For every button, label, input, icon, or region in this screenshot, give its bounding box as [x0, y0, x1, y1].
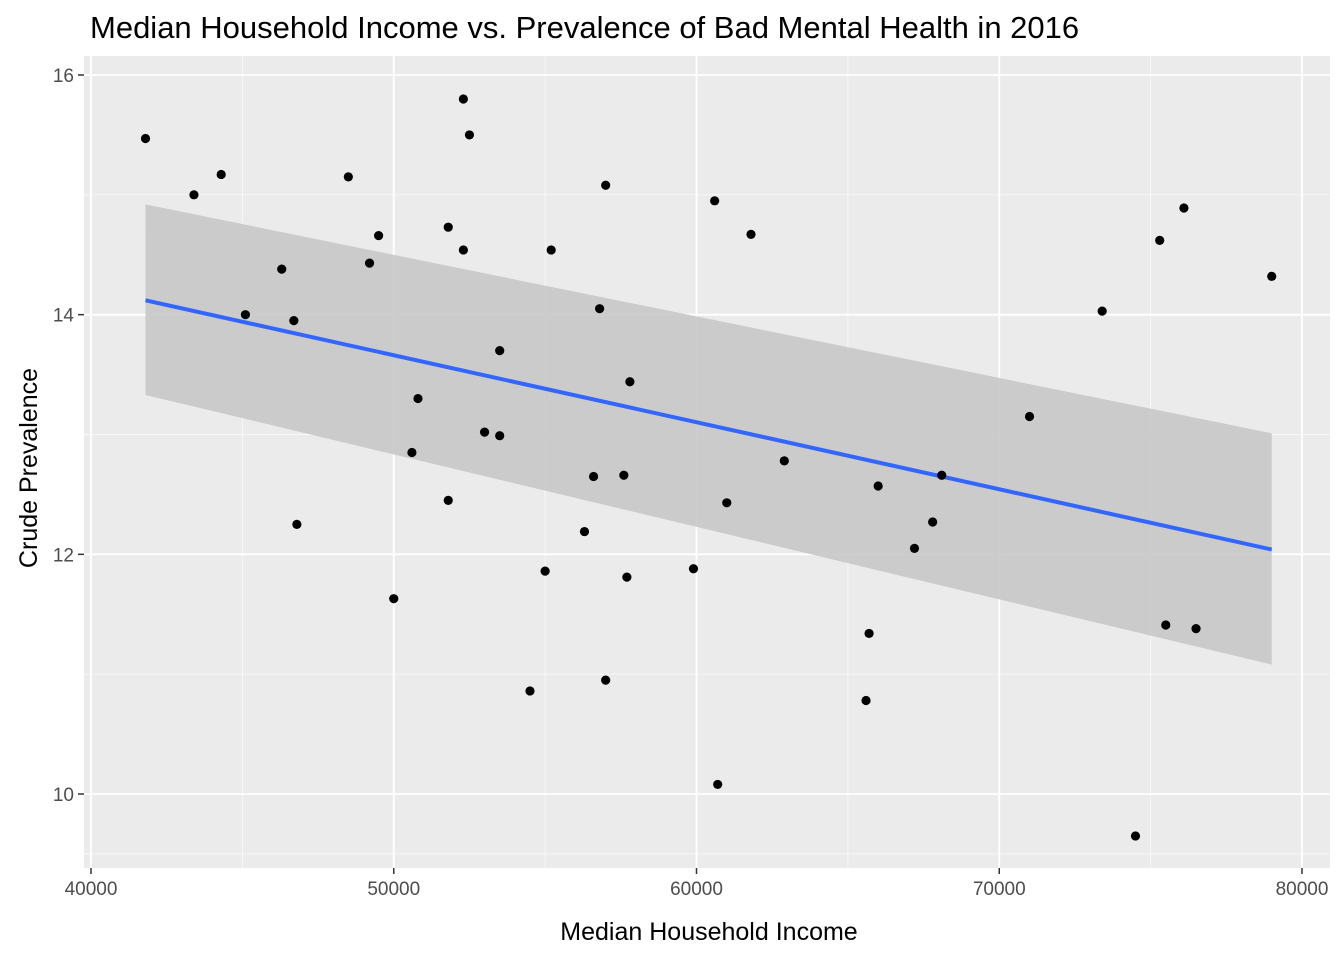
data-point [625, 377, 635, 387]
trend-line [145, 298, 1273, 552]
data-point [1161, 620, 1171, 630]
data-point [240, 310, 251, 320]
data-point [861, 695, 871, 706]
data-point [289, 316, 299, 326]
data-point [1191, 624, 1201, 634]
data-point [601, 675, 611, 685]
x-tick-label: 70000 [973, 879, 1026, 900]
data-point [374, 230, 384, 241]
data-point [722, 498, 732, 508]
y-tick-label: 10 [53, 785, 74, 806]
data-point [364, 258, 375, 268]
y-tick-label: 12 [53, 545, 74, 566]
data-point [710, 196, 720, 206]
data-point [688, 564, 699, 574]
confidence-band [145, 204, 1272, 665]
data-point [595, 304, 605, 314]
data-point [277, 264, 287, 274]
data-point [1179, 203, 1189, 213]
data-point [495, 346, 505, 356]
data-point [546, 245, 556, 255]
data-point [140, 133, 151, 144]
x-tick-label: 80000 [1276, 879, 1329, 900]
y-axis-title: Crude Prevalence [15, 368, 43, 568]
data-point [458, 245, 468, 255]
data-point [601, 180, 611, 190]
axis-ticks [78, 74, 1303, 874]
data-points [140, 94, 1277, 841]
data-point [864, 628, 874, 639]
data-point [443, 495, 453, 506]
data-point [389, 594, 399, 604]
data-point [407, 447, 417, 458]
x-tick-label: 40000 [65, 879, 118, 900]
x-tick-label: 50000 [367, 879, 420, 900]
data-point [216, 169, 226, 180]
y-tick-label: 16 [53, 66, 74, 87]
data-point [458, 94, 468, 104]
data-point [443, 222, 453, 232]
data-point [464, 130, 475, 140]
data-point [588, 471, 599, 482]
data-point [1155, 235, 1165, 245]
data-point [928, 517, 938, 527]
data-point [343, 172, 353, 182]
data-point [540, 566, 550, 576]
data-point [292, 519, 302, 529]
data-point [713, 779, 723, 790]
y-tick-label: 14 [53, 306, 75, 327]
data-point [525, 686, 535, 696]
chart-title: Median Household Income vs. Prevalence o… [90, 10, 1080, 45]
data-point [1130, 831, 1141, 841]
data-point [1024, 411, 1035, 422]
data-point [1097, 306, 1107, 316]
data-point [779, 456, 789, 466]
data-point [746, 229, 756, 239]
data-point [622, 572, 632, 582]
data-point [937, 470, 947, 480]
data-point [1267, 271, 1277, 281]
data-point [909, 543, 920, 553]
data-point [479, 427, 490, 437]
data-point [619, 470, 629, 480]
data-point [189, 190, 199, 200]
data-point [579, 526, 590, 537]
tick-labels: 40000 50000 60000 70000 80000 10 12 14 16 [53, 66, 1329, 900]
x-axis-title: Median Household Income [560, 918, 857, 946]
data-point [413, 393, 423, 404]
data-point [873, 481, 883, 491]
x-tick-label: 60000 [670, 879, 723, 900]
data-point [495, 431, 505, 441]
